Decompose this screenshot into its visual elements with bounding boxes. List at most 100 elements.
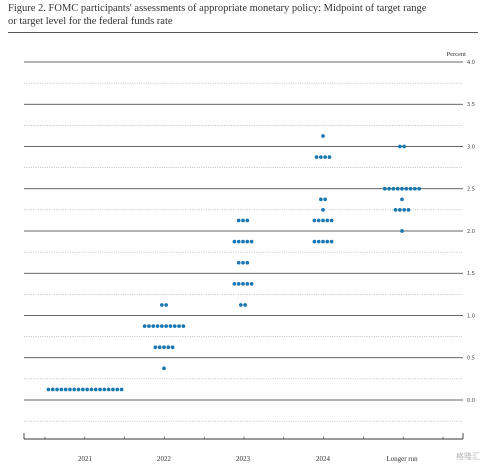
dot-mark bbox=[232, 281, 237, 286]
dot-mark bbox=[400, 229, 404, 233]
gridlines bbox=[24, 61, 463, 422]
dot-mark bbox=[63, 387, 68, 392]
dot-mark bbox=[115, 387, 120, 392]
dot-mark bbox=[59, 387, 64, 392]
dot-mark bbox=[402, 144, 406, 149]
x-category-label: 2022 bbox=[157, 455, 172, 463]
dot-mark bbox=[321, 239, 325, 244]
dot-mark bbox=[316, 239, 321, 244]
y-tick-label: 0.0 bbox=[467, 398, 475, 404]
dot-mark bbox=[245, 260, 250, 265]
dot-mark bbox=[319, 197, 323, 202]
dot-mark bbox=[327, 155, 332, 159]
dot-mark bbox=[170, 345, 175, 350]
dot-mark bbox=[89, 387, 94, 392]
title-divider bbox=[8, 32, 478, 33]
dot-mark bbox=[236, 239, 241, 244]
dot-mark bbox=[316, 218, 321, 223]
dot-mark bbox=[85, 387, 89, 392]
dot-mark bbox=[168, 324, 173, 328]
dot-mark bbox=[398, 144, 402, 149]
dot-mark bbox=[119, 387, 124, 392]
dot-mark bbox=[236, 218, 241, 223]
dot-mark bbox=[321, 218, 325, 223]
dot-mark bbox=[404, 186, 409, 191]
dot-mark bbox=[395, 186, 400, 191]
dot-mark bbox=[55, 387, 59, 392]
x-category-label: 2023 bbox=[236, 455, 251, 463]
dot-mark bbox=[147, 324, 151, 328]
watermark-text: 格隆汇 bbox=[456, 452, 480, 461]
dot-mark bbox=[164, 303, 168, 307]
y-tick-label: 3.5 bbox=[467, 102, 475, 108]
dot-mark bbox=[312, 218, 317, 223]
y-tick-label: 0.5 bbox=[467, 356, 475, 362]
dot-mark bbox=[46, 387, 51, 392]
dot-mark bbox=[102, 387, 107, 392]
dot-mark bbox=[393, 208, 398, 212]
dot-mark bbox=[243, 303, 247, 307]
dot-mark bbox=[241, 218, 245, 223]
y-tick-label: 2.0 bbox=[467, 229, 475, 235]
x-axis: 2021 2022 2023 2024 Longer run bbox=[23, 433, 464, 463]
dot-mark bbox=[76, 387, 81, 392]
dot-mark bbox=[81, 387, 85, 392]
dot-mark bbox=[329, 218, 334, 223]
dot-mark bbox=[413, 186, 417, 191]
dot-mark bbox=[68, 387, 72, 392]
dot-mark bbox=[245, 218, 250, 223]
dot-mark bbox=[153, 345, 158, 350]
dot-mark bbox=[400, 197, 404, 202]
dot-mark bbox=[155, 324, 160, 328]
dot-mark bbox=[162, 366, 166, 371]
dot-mark bbox=[400, 186, 404, 191]
dot-mark bbox=[239, 303, 243, 307]
x-category-label: 2024 bbox=[316, 455, 331, 463]
dot-mark bbox=[151, 324, 156, 328]
dot-mark bbox=[391, 186, 396, 191]
dot-mark bbox=[325, 218, 330, 223]
dot-mark bbox=[312, 239, 317, 244]
x-category-label: Longer run bbox=[386, 455, 418, 463]
dot-mark bbox=[164, 324, 168, 328]
dot-mark bbox=[111, 387, 115, 392]
dot-mark bbox=[325, 239, 330, 244]
y-tick-labels: 4.0 3.5 3.0 2.5 2.0 1.5 1.0 0.5 0.0 bbox=[467, 60, 475, 404]
dot-mark bbox=[398, 208, 402, 212]
y-tick-label: 2.5 bbox=[467, 187, 475, 193]
figure-title-line-2: or target level for the federal funds ra… bbox=[8, 16, 173, 27]
dot-mark bbox=[329, 239, 334, 244]
y-tick-label: 3.0 bbox=[467, 144, 475, 150]
dot-mark bbox=[323, 155, 327, 159]
dot-mark bbox=[245, 281, 250, 286]
dot-mark bbox=[408, 186, 413, 191]
dot-mark bbox=[72, 387, 77, 392]
dot-mark bbox=[314, 155, 319, 159]
dot-mark bbox=[177, 324, 181, 328]
dot-mark bbox=[106, 387, 111, 392]
dot-mark bbox=[241, 281, 245, 286]
dot-mark bbox=[166, 345, 171, 350]
x-category-label: 2021 bbox=[78, 455, 93, 463]
figure-title: Figure 2. FOMC participants' assessments… bbox=[8, 2, 478, 28]
dot-mark bbox=[236, 260, 241, 265]
dot-mark bbox=[172, 324, 177, 328]
dot-mark bbox=[98, 387, 102, 392]
dot-mark bbox=[93, 387, 98, 392]
dot-mark bbox=[249, 281, 254, 286]
dot-mark bbox=[406, 208, 411, 212]
y-tick-label: 1.0 bbox=[467, 313, 475, 319]
dot-mark bbox=[162, 345, 166, 350]
y-tick-label: 1.5 bbox=[467, 271, 475, 277]
dot-mark bbox=[181, 324, 186, 328]
dot-mark bbox=[241, 260, 245, 265]
figure-title-line-1: Figure 2. FOMC participants' assessments… bbox=[8, 3, 427, 14]
dot-mark bbox=[142, 324, 147, 328]
dot-mark bbox=[241, 239, 245, 244]
dot-mark bbox=[245, 239, 250, 244]
dot-mark bbox=[321, 134, 325, 138]
y-tick-label: 4.0 bbox=[467, 60, 475, 66]
dot-mark bbox=[402, 208, 406, 212]
dot-mark bbox=[160, 303, 164, 307]
